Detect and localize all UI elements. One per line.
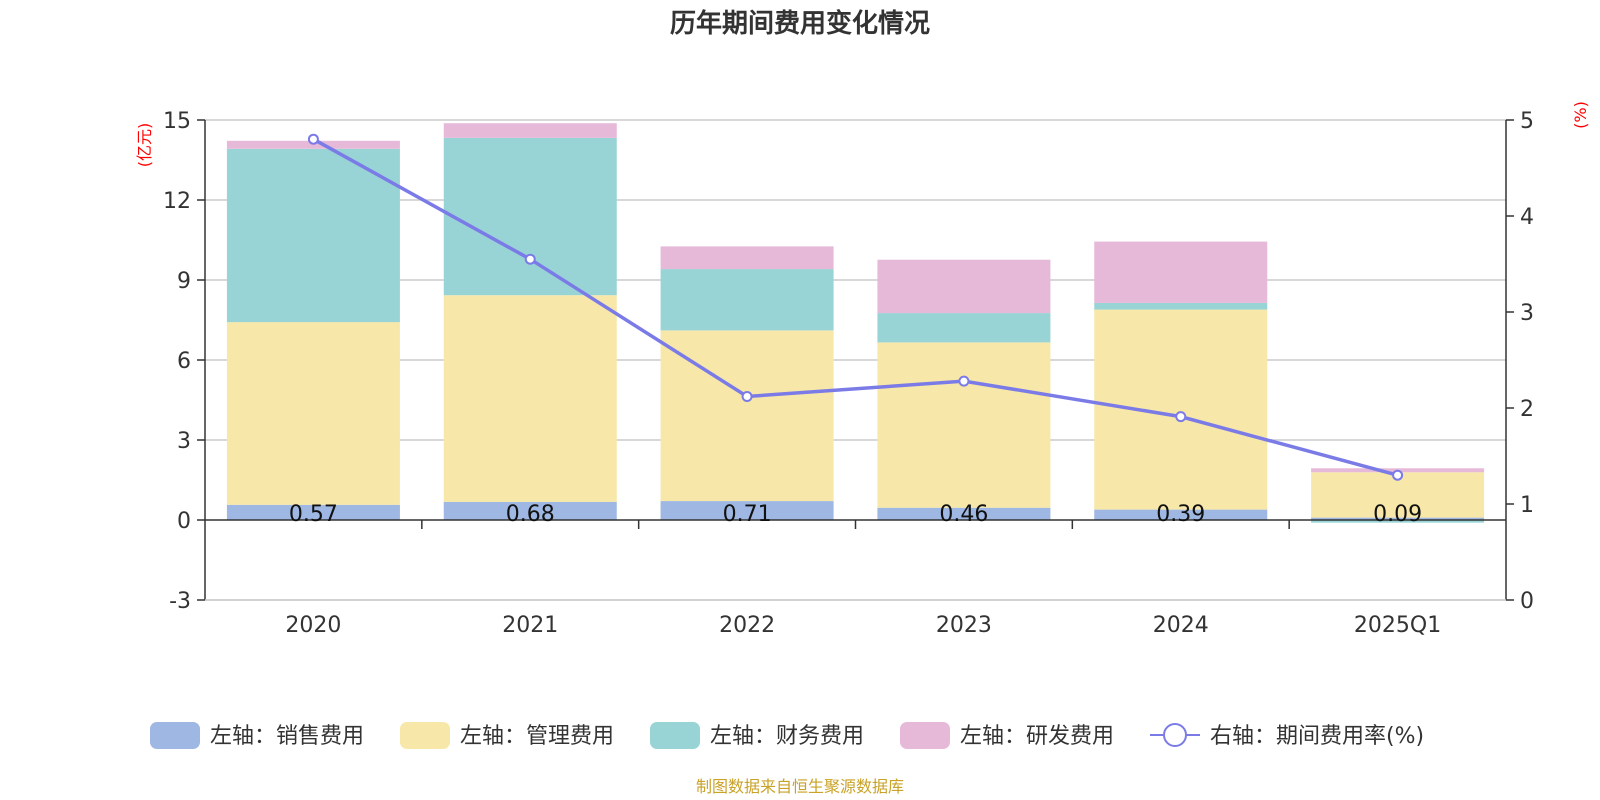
data-label: 0.39 <box>1156 502 1205 527</box>
left-tick-label: 0 <box>177 509 191 534</box>
rate-point <box>307 133 319 145</box>
legend-swatch-icon <box>400 722 450 749</box>
x-tick-label: 2023 <box>936 613 992 638</box>
rate-point <box>1392 469 1404 481</box>
left-axis-unit: (亿元) <box>135 123 154 168</box>
bar-finance <box>1311 520 1485 523</box>
x-tick-label: 2021 <box>502 613 558 638</box>
legend-label: 左轴：销售费用 <box>210 724 364 749</box>
left-tick-label: 15 <box>163 109 191 134</box>
right-tick-label: 5 <box>1520 109 1534 134</box>
data-label: 0.46 <box>939 502 988 527</box>
bar-admin <box>226 322 400 505</box>
x-tick-label: 2022 <box>719 613 775 638</box>
bar-sales <box>660 501 834 520</box>
bar-sales <box>877 507 1051 520</box>
data-label: 0.57 <box>289 502 338 527</box>
legend-label: 左轴：管理费用 <box>460 724 614 749</box>
legend[interactable]: 左轴：销售费用 左轴：管理费用 左轴：财务费用 左轴：研发费用 右轴：期间费用率(%) <box>150 722 1424 749</box>
left-tick-label: 12 <box>163 189 191 214</box>
legend-swatch-icon <box>650 722 700 749</box>
source-note: 制图数据来自恒生聚源数据库 <box>696 777 904 796</box>
chart-title: 历年期间费用变化情况 <box>670 8 930 39</box>
bar-rnd <box>660 246 834 270</box>
legend-marker-icon <box>1163 723 1187 747</box>
bar-admin <box>660 330 834 502</box>
legend-item-finance[interactable]: 左轴：财务费用 <box>650 722 864 749</box>
right-tick-label: 3 <box>1520 301 1534 326</box>
bar-admin <box>877 342 1051 508</box>
bar-admin <box>443 295 617 502</box>
legend-label: 左轴：财务费用 <box>710 724 864 749</box>
rate-point <box>1175 411 1187 423</box>
legend-label: 左轴：研发费用 <box>960 724 1114 749</box>
legend-label: 右轴：期间费用率(%) <box>1210 724 1424 749</box>
rate-point <box>741 390 753 402</box>
bar-rnd <box>1094 241 1268 303</box>
legend-swatch-icon <box>150 722 200 749</box>
data-label: 0.68 <box>506 502 555 527</box>
legend-item-sales[interactable]: 左轴：销售费用 <box>150 722 364 749</box>
bar-finance <box>660 269 834 331</box>
right-tick-label: 4 <box>1520 205 1534 230</box>
right-tick-label: 1 <box>1520 493 1534 518</box>
data-labels: 0.57 0.68 0.71 0.46 0.39 0.09 <box>289 502 1422 527</box>
rate-line <box>307 133 1404 481</box>
bar-rnd <box>443 123 617 138</box>
bar-finance <box>1094 302 1268 310</box>
right-tick-label: 2 <box>1520 397 1534 422</box>
bar-sales <box>1094 509 1268 520</box>
data-label: 0.09 <box>1373 502 1422 527</box>
left-tick-label: 6 <box>177 349 191 374</box>
bar-sales <box>226 504 400 520</box>
left-tick-label: -3 <box>169 589 191 614</box>
right-tick-label: 0 <box>1520 589 1534 614</box>
bar-admin <box>1094 309 1268 510</box>
bar-rnd <box>226 140 400 149</box>
legend-item-rnd[interactable]: 左轴：研发费用 <box>900 722 1114 749</box>
bars <box>226 123 1485 523</box>
bar-sales <box>1311 517 1485 520</box>
bar-rnd <box>877 259 1051 314</box>
legend-item-rate[interactable]: 右轴：期间费用率(%) <box>1150 723 1424 749</box>
right-axis-unit: (%) <box>1571 101 1590 129</box>
bar-finance <box>443 137 617 296</box>
x-tick-label: 2024 <box>1153 613 1209 638</box>
bar-sales <box>443 501 617 520</box>
legend-swatch-icon <box>900 722 950 749</box>
rate-point <box>524 253 536 265</box>
bar-finance <box>226 148 400 323</box>
x-tick-label: 2020 <box>285 613 341 638</box>
left-tick-label: 3 <box>177 429 191 454</box>
rate-point <box>958 375 970 387</box>
x-tick-label: 2025Q1 <box>1354 613 1441 638</box>
data-label: 0.71 <box>723 502 772 527</box>
rate-line-path <box>312 137 1399 477</box>
bar-finance <box>877 313 1051 343</box>
left-tick-label: 9 <box>177 269 191 294</box>
legend-item-admin[interactable]: 左轴：管理费用 <box>400 722 614 749</box>
